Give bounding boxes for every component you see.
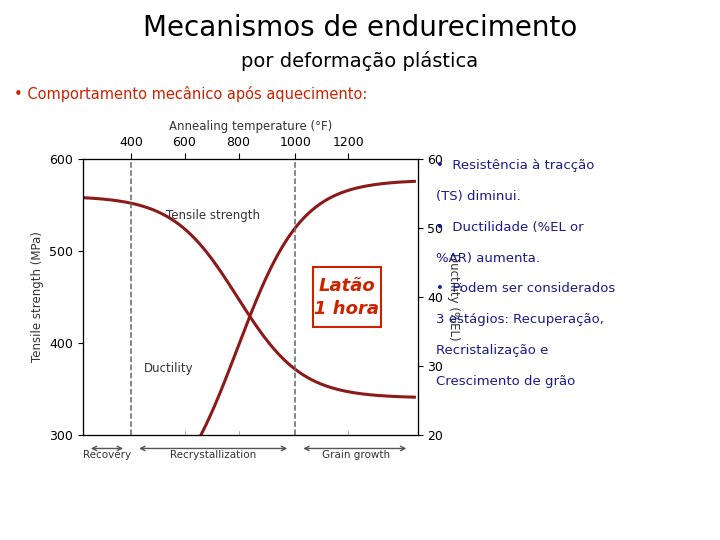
Text: 1 hora: 1 hora <box>314 300 379 318</box>
Text: Latão: Latão <box>318 277 375 295</box>
Text: • Comportamento mecânico após aquecimento:: • Comportamento mecânico após aqueciment… <box>14 86 368 103</box>
Text: Grain growth: Grain growth <box>323 450 390 460</box>
Text: (TS) diminui.: (TS) diminui. <box>436 190 521 203</box>
FancyBboxPatch shape <box>313 267 381 327</box>
Text: Mecanismos de endurecimento: Mecanismos de endurecimento <box>143 14 577 42</box>
Text: •  Ductilidade (%EL or: • Ductilidade (%EL or <box>436 221 583 234</box>
Text: Recrystallization: Recrystallization <box>170 450 256 460</box>
Text: Crescimento de grão: Crescimento de grão <box>436 375 575 388</box>
Y-axis label: Ductility (%EL): Ductility (%EL) <box>447 253 460 341</box>
Text: 3 estágios: Recuperação,: 3 estágios: Recuperação, <box>436 313 603 326</box>
X-axis label: Annealing temperature (°F): Annealing temperature (°F) <box>168 120 332 133</box>
Text: Recovery: Recovery <box>83 450 131 460</box>
Text: %AR) aumenta.: %AR) aumenta. <box>436 252 539 265</box>
Text: por deformação plástica: por deformação plástica <box>241 51 479 71</box>
Text: •  Resistência à tracção: • Resistência à tracção <box>436 159 594 172</box>
Text: •  Podem ser considerados: • Podem ser considerados <box>436 282 615 295</box>
Text: Recristalização e: Recristalização e <box>436 344 548 357</box>
Y-axis label: Tensile strength (MPa): Tensile strength (MPa) <box>30 232 43 362</box>
Text: Ductility: Ductility <box>144 362 194 375</box>
Text: Tensile strength: Tensile strength <box>166 209 261 222</box>
